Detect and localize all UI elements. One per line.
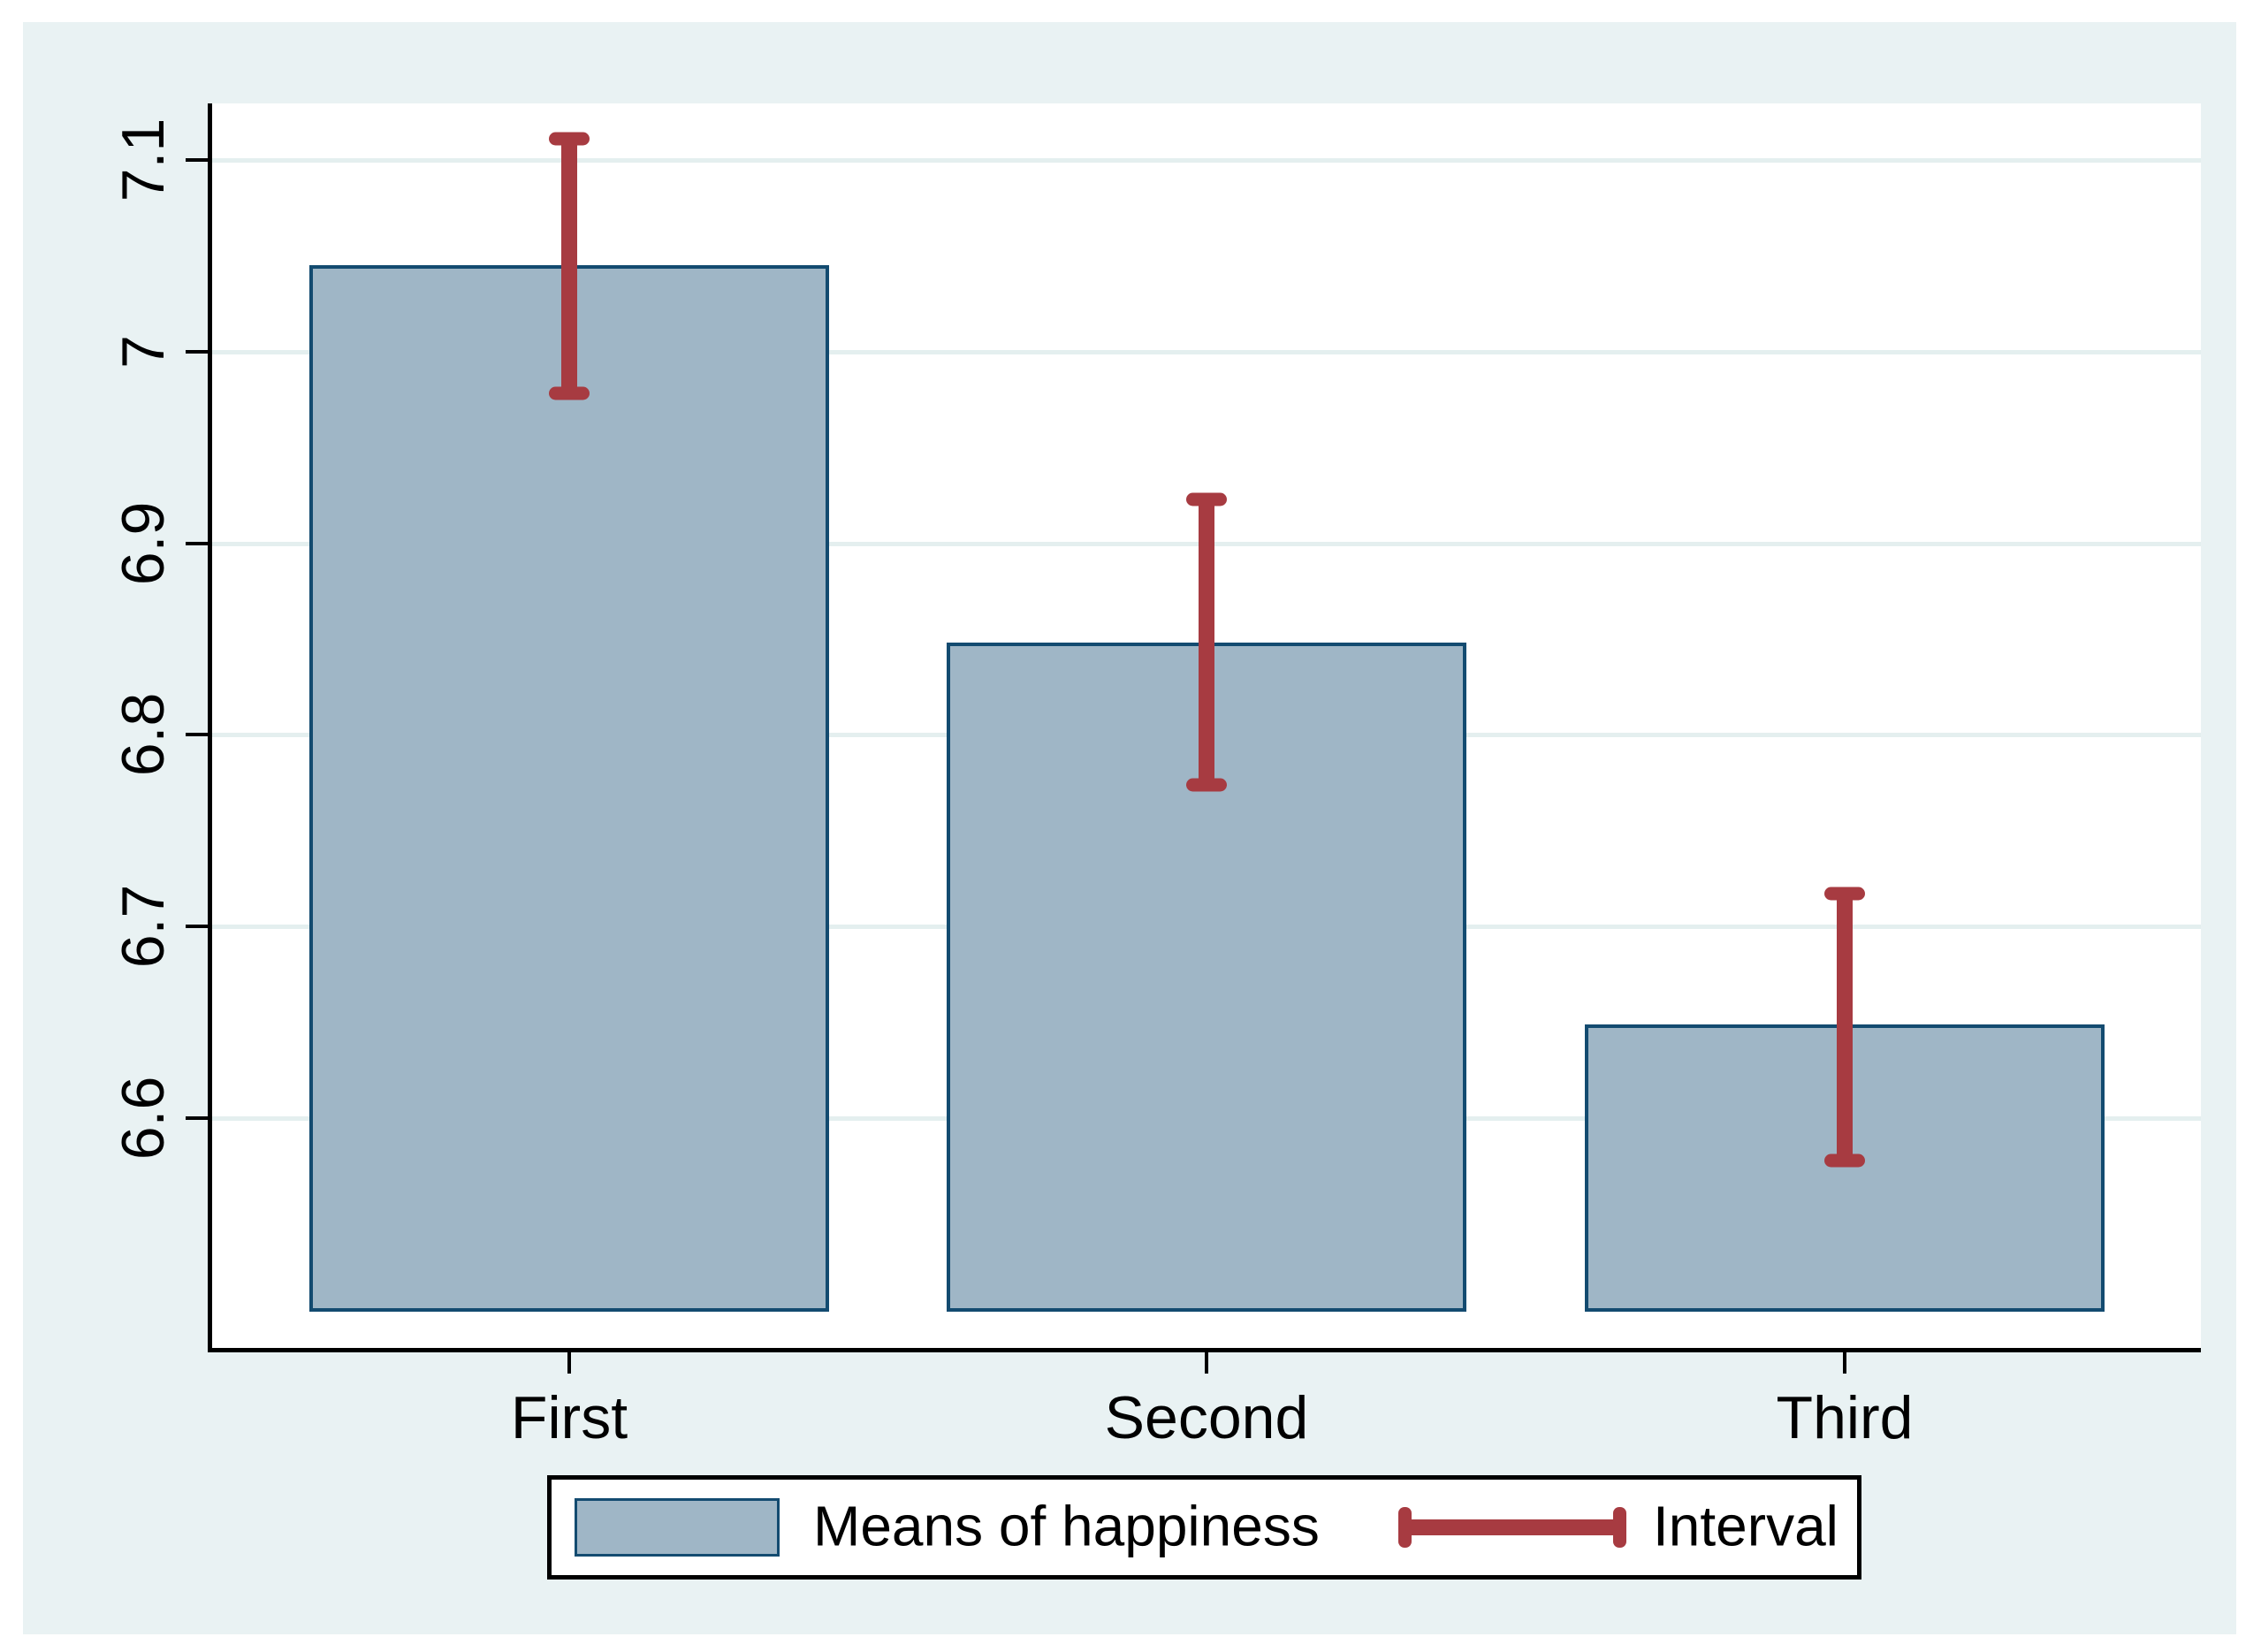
y-axis-line <box>208 103 212 1352</box>
interval-line-third <box>1837 894 1853 1161</box>
y-axis-tick-6.9 <box>186 541 208 545</box>
graph-region: 7.1 7 6.9 6.8 6.7 6.6 First Second Third Means o… <box>23 22 2236 1634</box>
y-tick-label-7.1: 7.1 <box>110 118 177 202</box>
gridline-y-7 <box>210 349 2201 354</box>
x-category-label-first: First <box>510 1384 628 1451</box>
interval-cap-bottom-first <box>549 386 590 400</box>
y-axis-tick-6.6 <box>186 1116 208 1120</box>
x-axis-tick-first <box>567 1352 571 1374</box>
y-axis-tick-7 <box>186 349 208 354</box>
interval-cap-bottom-second <box>1186 778 1227 792</box>
x-category-label-third: Third <box>1776 1384 1914 1451</box>
x-axis-tick-second <box>1205 1352 1208 1374</box>
y-axis-tick-6.7 <box>186 925 208 929</box>
interval-cap-top-second <box>1186 492 1227 506</box>
y-tick-label-6.9: 6.9 <box>110 501 177 585</box>
y-tick-label-6.8: 6.8 <box>110 693 177 777</box>
x-axis-tick-third <box>1843 1352 1846 1374</box>
legend-bar-swatch <box>575 1498 780 1557</box>
y-axis-tick-7.1 <box>186 158 208 162</box>
x-axis-line <box>208 1348 2201 1352</box>
gridline-y-7.1 <box>210 158 2201 163</box>
interval-symbol-right-cap <box>1613 1507 1626 1548</box>
interval-cap-top-first <box>549 132 590 146</box>
legend-interval-symbol <box>1398 1480 1626 1575</box>
y-axis-tick-6.8 <box>186 733 208 737</box>
interval-cap-top-third <box>1824 887 1865 901</box>
y-tick-label-6.7: 6.7 <box>110 884 177 969</box>
y-tick-label-6.6: 6.6 <box>110 1076 177 1161</box>
x-category-label-second: Second <box>1104 1384 1309 1451</box>
y-tick-label-7: 7 <box>110 334 177 369</box>
interval-line-first <box>561 139 577 394</box>
legend: Means of happiness Interval <box>547 1475 1861 1580</box>
interval-symbol-line <box>1405 1519 1620 1535</box>
legend-label-interval: Interval <box>1653 1494 1838 1558</box>
interval-line-second <box>1199 499 1214 785</box>
interval-cap-bottom-third <box>1824 1153 1865 1168</box>
legend-label-means: Means of happiness <box>813 1494 1320 1558</box>
bar-first <box>309 265 829 1312</box>
